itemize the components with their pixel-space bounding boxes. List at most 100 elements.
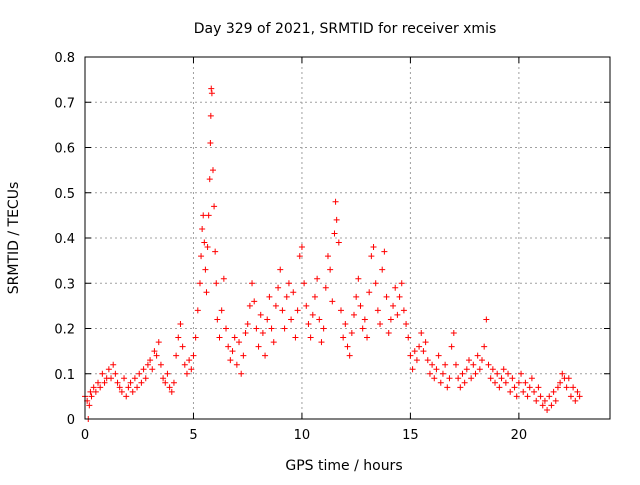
data-point — [207, 139, 214, 146]
data-point — [574, 388, 581, 395]
data-point — [405, 334, 412, 341]
data-point — [164, 370, 171, 377]
data-point — [524, 393, 531, 400]
data-point — [366, 289, 373, 296]
data-point — [518, 370, 525, 377]
data-point — [157, 361, 164, 368]
data-point — [335, 239, 342, 246]
data-point — [207, 112, 214, 119]
data-point — [522, 379, 529, 386]
data-point — [203, 289, 210, 296]
data-point — [127, 379, 134, 386]
data-point — [327, 266, 334, 273]
data-point — [433, 366, 440, 373]
data-point — [479, 357, 486, 364]
data-point — [413, 357, 420, 364]
data-point — [110, 361, 117, 368]
data-point — [205, 212, 212, 219]
data-point — [272, 302, 279, 309]
data-point — [264, 316, 271, 323]
data-point — [223, 325, 230, 332]
y-tick-label: 0.1 — [54, 368, 75, 383]
data-point — [288, 316, 295, 323]
data-point — [483, 316, 490, 323]
data-point — [208, 85, 215, 92]
data-point — [88, 393, 95, 400]
data-point — [188, 366, 195, 373]
data-point — [342, 320, 349, 327]
data-point — [535, 384, 542, 391]
data-point — [500, 366, 507, 373]
data-point — [563, 384, 570, 391]
data-point — [364, 334, 371, 341]
data-point — [446, 375, 453, 382]
data-point — [320, 325, 327, 332]
data-point — [572, 397, 579, 404]
data-point — [138, 379, 145, 386]
data-point — [296, 253, 303, 260]
data-point — [292, 334, 299, 341]
axis-ticks: 0 5 10 15 20 0 0.1 0.2 0.3 0.4 0.5 0.6 0.7 0.8 — [54, 51, 610, 443]
data-point — [507, 388, 514, 395]
data-point — [142, 375, 149, 382]
data-point — [448, 343, 455, 350]
data-point — [418, 330, 425, 337]
data-point — [544, 406, 551, 413]
data-point — [307, 334, 314, 341]
data-point — [244, 320, 251, 327]
data-point — [105, 366, 112, 373]
data-point — [487, 375, 494, 382]
data-point — [166, 384, 173, 391]
data-point — [253, 325, 260, 332]
data-point — [199, 225, 206, 232]
data-point — [309, 311, 316, 318]
data-point — [359, 325, 366, 332]
y-tick-label: 0.7 — [54, 96, 75, 111]
data-point — [204, 244, 211, 251]
data-point — [344, 343, 351, 350]
data-point — [314, 275, 321, 282]
data-point — [121, 375, 128, 382]
data-point — [496, 384, 503, 391]
data-point — [324, 253, 331, 260]
x-tick-label: 15 — [402, 428, 419, 443]
data-point — [216, 334, 223, 341]
data-point — [290, 289, 297, 296]
data-point — [541, 397, 548, 404]
data-point — [281, 325, 288, 332]
data-point — [489, 366, 496, 373]
data-point — [118, 388, 125, 395]
data-point — [513, 393, 520, 400]
data-point — [394, 311, 401, 318]
data-point — [316, 316, 323, 323]
data-point — [162, 379, 169, 386]
data-point — [275, 284, 282, 291]
data-point — [194, 307, 201, 314]
data-point — [450, 330, 457, 337]
data-point — [357, 302, 364, 309]
data-point — [531, 388, 538, 395]
data-point — [168, 388, 175, 395]
data-point — [515, 379, 522, 386]
data-point — [311, 293, 318, 300]
data-point — [422, 339, 429, 346]
data-point — [509, 375, 516, 382]
data-point — [520, 388, 527, 395]
data-point — [377, 320, 384, 327]
data-point — [181, 361, 188, 368]
data-point — [136, 370, 143, 377]
data-point — [114, 379, 121, 386]
data-point — [409, 366, 416, 373]
data-point — [403, 320, 410, 327]
data-point — [557, 379, 564, 386]
data-point — [392, 284, 399, 291]
data-point — [340, 334, 347, 341]
data-point — [435, 352, 442, 359]
data-point — [567, 393, 574, 400]
x-tick-label: 5 — [189, 428, 197, 443]
data-point — [474, 352, 481, 359]
data-point — [372, 280, 379, 287]
data-point — [262, 352, 269, 359]
y-tick-label: 0.8 — [54, 51, 75, 66]
